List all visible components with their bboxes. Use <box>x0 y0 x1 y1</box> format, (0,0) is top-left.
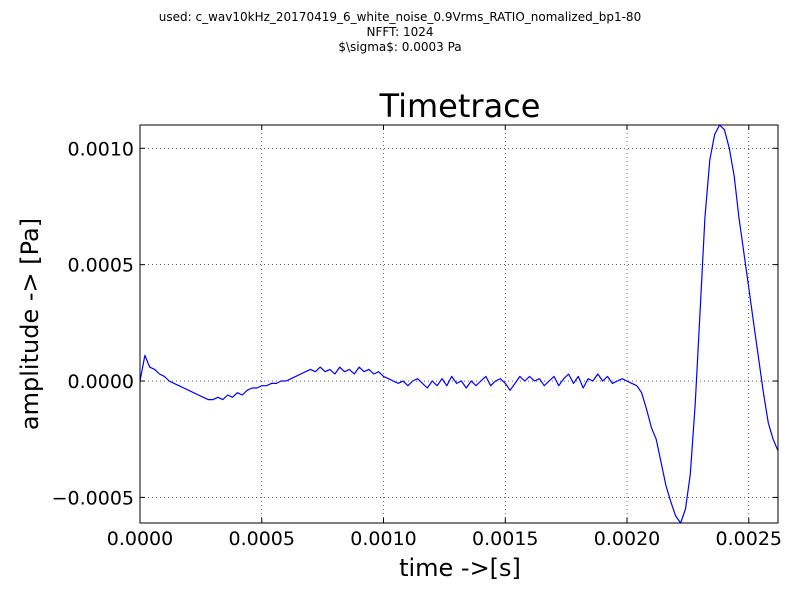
grid-lines <box>139 125 778 523</box>
y-axis-label: amplitude -> [Pa] <box>16 218 44 430</box>
series-line <box>139 124 779 524</box>
x-axis-label: time ->[s] <box>399 554 521 582</box>
x-tick-label: 0.0020 <box>594 528 660 550</box>
chart-title: Timetrace <box>379 87 541 125</box>
x-tick-label: 0.0005 <box>229 528 295 550</box>
y-tick-label: 0.0005 <box>68 255 134 277</box>
y-tick-label: −0.0005 <box>52 487 134 509</box>
y-tick-label: 0.0010 <box>68 138 134 160</box>
series-group <box>139 124 779 524</box>
plot-frame <box>139 124 779 524</box>
x-tick-label: 0.0010 <box>350 528 416 550</box>
header-sigma: $\sigma$: 0.0003 Pa <box>338 40 462 54</box>
x-tick-label: 0.0015 <box>472 528 538 550</box>
x-tick-label: 0.0000 <box>107 528 173 550</box>
x-tick-labels: 0.0000 0.0005 0.0010 0.0015 0.0020 0.0025 <box>107 528 782 550</box>
y-tick-label: 0.0000 <box>68 371 134 393</box>
y-tick-labels: −0.0005 0.0000 0.0005 0.0010 <box>52 138 134 509</box>
header-filename: used: c_wav10kHz_20170419_6_white_noise_… <box>158 10 642 24</box>
axis-ticks <box>139 125 778 523</box>
header-nfft: NFFT: 1024 <box>366 25 434 39</box>
x-tick-label: 0.0025 <box>716 528 782 550</box>
